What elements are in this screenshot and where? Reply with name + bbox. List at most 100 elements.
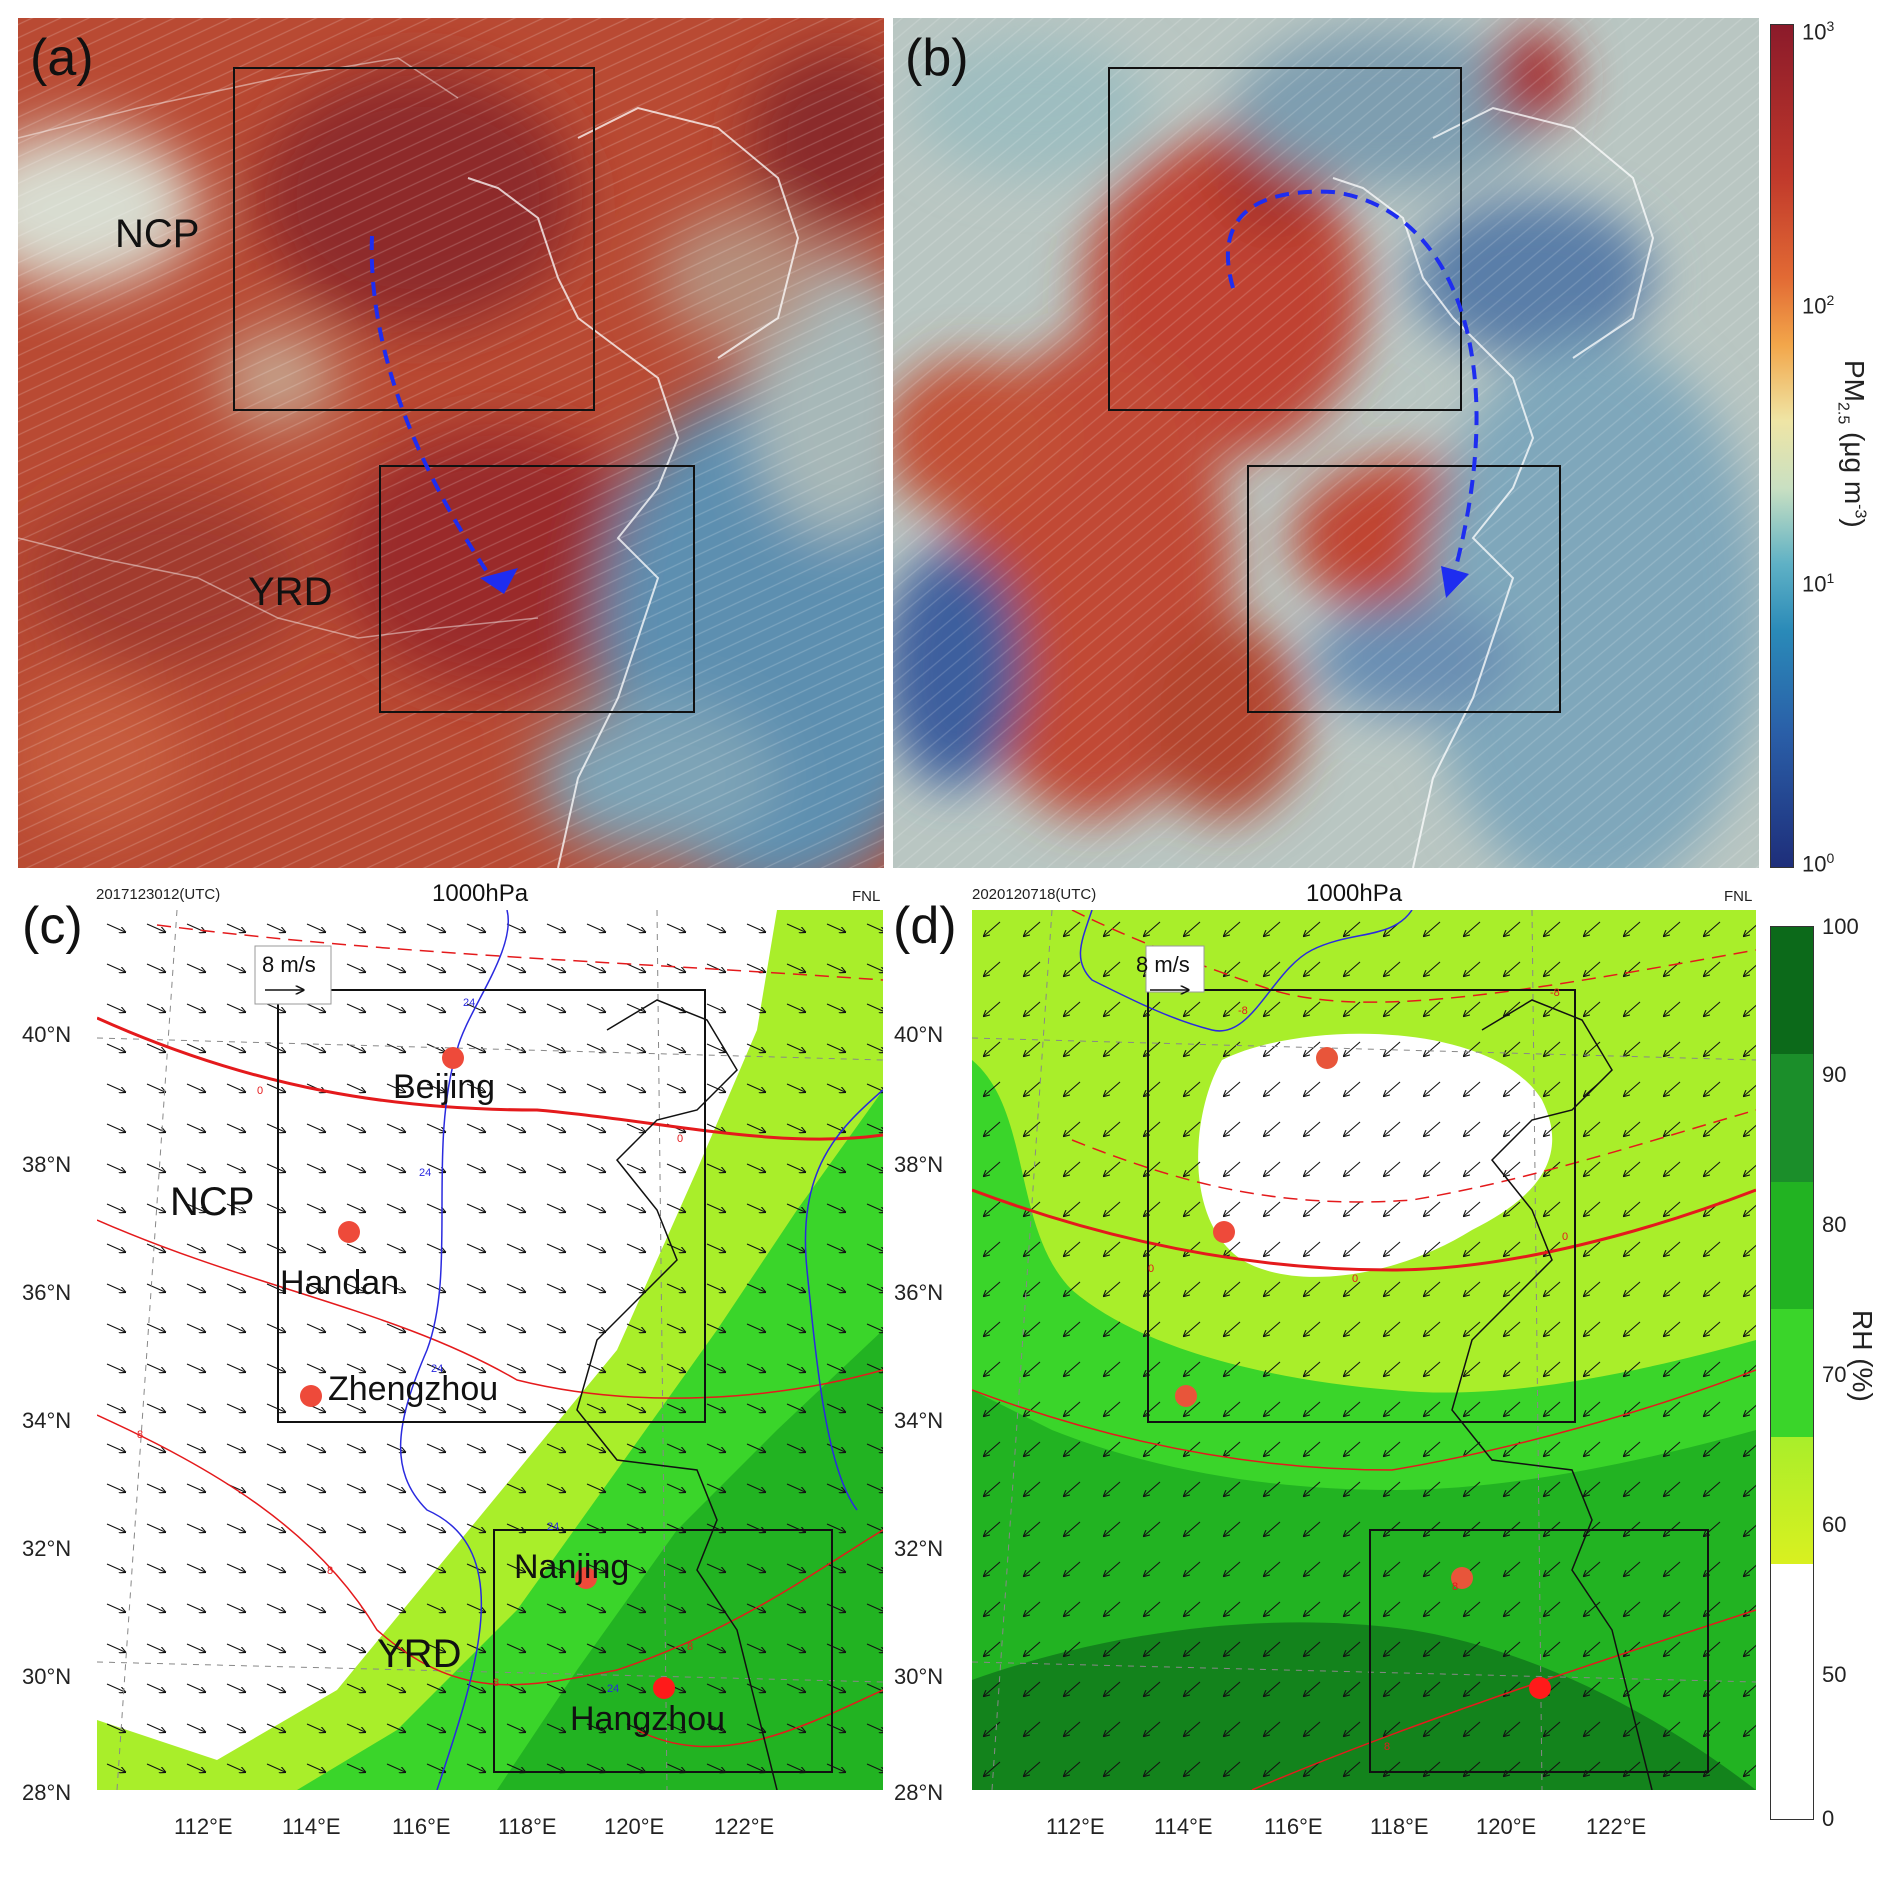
rh-tick-80: 80 <box>1822 1212 1847 1237</box>
rh-tick-90: 90 <box>1822 1062 1847 1087</box>
pm25-colorbar <box>1770 24 1794 868</box>
panel-d-ref-vector: 8 m/s <box>1136 952 1190 977</box>
contour-label-24-c-a: 24 <box>463 997 475 1009</box>
rh-bin-50-60 <box>1771 1436 1813 1565</box>
panel-c-region-ncp: NCP <box>170 1180 255 1224</box>
panel-c-lon-112: 112°E <box>174 1814 233 1839</box>
panel-b-pm25-map <box>893 18 1759 868</box>
panel-d-lat-32: 32°N <box>894 1536 944 1561</box>
contour-label-eight-c-d: 8 <box>687 1641 693 1653</box>
rh-bin-70-80 <box>1771 1181 1813 1310</box>
contour-label-eight-c-c: 8 <box>493 1677 499 1689</box>
panel-a-region-ncp: NCP <box>115 212 200 256</box>
pm25-tick-1000: 103 <box>1802 18 1835 45</box>
contour-label-eight-c-a: 8 <box>137 1429 143 1441</box>
panel-b-yrd-box <box>1247 465 1561 713</box>
panel-c-ref-vector: 8 m/s <box>262 952 316 977</box>
panel-c-lon-120: 120°E <box>604 1814 665 1839</box>
panel-d-level: 1000hPa <box>1306 880 1403 907</box>
contour-label-24-c-c: 24 <box>431 1363 443 1375</box>
panel-c-city-hangzhou: Hangzhou <box>570 1700 726 1738</box>
contour-label-zero-c-a: 0 <box>257 1085 263 1097</box>
pm25-tick-1: 100 <box>1802 850 1835 877</box>
panel-c-marker-hangzhou <box>653 1677 675 1699</box>
contour-label-zero-c-b: 0 <box>677 1133 683 1145</box>
panel-c-source: FNL <box>852 888 881 905</box>
panel-d-rh-wind-map: -8 -8 0 0 0 8 8 <box>972 910 1756 1790</box>
panel-a-yrd-box <box>379 465 695 713</box>
panel-c-level: 1000hPa <box>432 880 529 907</box>
pm25-tick-100: 102 <box>1802 292 1835 319</box>
panel-d-marker-zhengzhou <box>1175 1385 1197 1407</box>
panel-c-lat-36: 36°N <box>22 1280 72 1305</box>
panel-a-ncp-box <box>233 67 595 411</box>
panel-c-marker-zhengzhou <box>300 1385 322 1407</box>
panel-d-lon-118: 118°E <box>1370 1814 1429 1839</box>
panel-c-city-nanjing: Nanjing <box>514 1548 630 1586</box>
contour-label-zero-d-a: 0 <box>1148 1263 1154 1275</box>
panel-c-marker-beijing <box>442 1047 464 1069</box>
rh-bin-90-100 <box>1771 927 1813 1055</box>
contour-label-eight-d-b: 8 <box>1452 1581 1458 1593</box>
panel-c-lon-116: 116°E <box>392 1814 451 1839</box>
rh-tick-100: 100 <box>1822 914 1859 939</box>
panel-c-city-zhengzhou: Zhengzhou <box>328 1370 499 1408</box>
panel-a-label: (a) <box>30 29 94 87</box>
panel-d-ncp-box <box>1147 989 1576 1423</box>
rh-bin-0-50 <box>1771 1564 1813 1819</box>
contour-label-zero-d-b: 0 <box>1352 1273 1358 1285</box>
panel-d-source: FNL <box>1724 888 1753 905</box>
panel-d-lon-112: 112°E <box>1046 1814 1105 1839</box>
rh-colorbar <box>1770 926 1814 1820</box>
panel-c-city-beijing: Beijing <box>393 1068 496 1106</box>
panel-c-marker-handan <box>338 1221 360 1243</box>
panel-d-lat-38: 38°N <box>894 1152 944 1177</box>
panel-c-region-yrd: YRD <box>377 1632 462 1676</box>
panel-d-lon-116: 116°E <box>1264 1814 1323 1839</box>
panel-d-yrd-box <box>1369 1529 1709 1773</box>
panel-a-pm25-map <box>18 18 884 868</box>
panel-c-city-handan: Handan <box>280 1264 400 1302</box>
panel-d-time: 2020120718(UTC) <box>972 886 1097 903</box>
contour-label-zero-d-c: 0 <box>1562 1231 1568 1243</box>
panel-b-field <box>893 18 1759 868</box>
panel-a-region-yrd: YRD <box>248 570 333 614</box>
pm25-colorbar-title: PM2.5 (μg m-3) <box>1834 360 1870 528</box>
panel-c-label: (c) <box>22 897 83 955</box>
panel-d-lat-28: 28°N <box>894 1780 944 1805</box>
panel-c-lon-118: 118°E <box>498 1814 557 1839</box>
panel-d-lon-114: 114°E <box>1154 1814 1213 1839</box>
panel-c-lat-40: 40°N <box>22 1022 72 1047</box>
panel-c-lon-114: 114°E <box>282 1814 341 1839</box>
contour-label-eight-c-b: 8 <box>327 1565 333 1577</box>
panel-d-lat-36: 36°N <box>894 1280 944 1305</box>
panel-c-rh-wind-map: 0 0 8 8 8 8 24 24 24 24 24 <box>97 910 883 1790</box>
rh-bin-60-70 <box>1771 1309 1813 1437</box>
panel-d-lon-122: 122°E <box>1586 1814 1647 1839</box>
panel-a-field <box>18 18 884 868</box>
rh-bin-80-90 <box>1771 1054 1813 1182</box>
contour-label-24-c-b: 24 <box>419 1167 431 1179</box>
panel-d-marker-nanjing <box>1451 1567 1473 1589</box>
panel-c-field: 0 0 8 8 8 8 24 24 24 24 24 <box>97 910 883 1790</box>
panel-c-lat-34: 34°N <box>22 1408 72 1433</box>
panel-a-transport-arrow <box>369 235 500 590</box>
panel-c-lat-38: 38°N <box>22 1152 72 1177</box>
contour-label-eight-d-a: 8 <box>1384 1741 1390 1753</box>
panel-d-lat-40: 40°N <box>894 1022 944 1047</box>
panel-d-marker-beijing <box>1316 1047 1338 1069</box>
panel-d-lat-30: 30°N <box>894 1664 944 1689</box>
rh-colorbar-title: RH (%) <box>1847 1310 1878 1402</box>
contour-label-m8-d-b: -8 <box>1550 987 1560 999</box>
rh-tick-0: 0 <box>1822 1806 1835 1831</box>
rh-tick-60: 60 <box>1822 1512 1847 1537</box>
pm25-tick-10: 101 <box>1802 570 1835 597</box>
panel-d-marker-hangzhou <box>1529 1677 1551 1699</box>
panel-c-lon-122: 122°E <box>714 1814 775 1839</box>
panel-b-label: (b) <box>905 29 969 87</box>
panel-d-lat-34: 34°N <box>894 1408 944 1433</box>
panel-c-marker-nanjing <box>575 1567 597 1589</box>
panel-d-label: (d) <box>893 897 957 955</box>
panel-b-transport-arrow <box>1226 189 1479 579</box>
rh-tick-50: 50 <box>1822 1662 1847 1687</box>
